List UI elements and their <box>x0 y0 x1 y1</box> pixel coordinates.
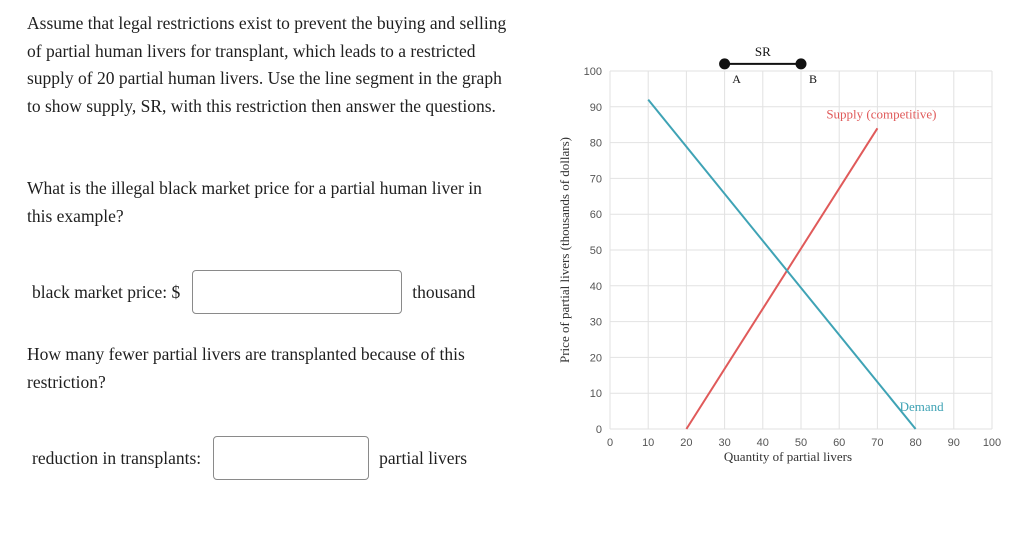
point-label-a: A <box>732 72 741 86</box>
black-market-price-label: black market price: $ <box>32 281 181 302</box>
y-tick-label: 0 <box>596 424 602 436</box>
y-axis-label: Price of partial livers (thousands of do… <box>557 137 572 363</box>
y-tick-label: 30 <box>590 317 602 329</box>
reduction-input[interactable] <box>213 436 370 480</box>
black-market-price-input[interactable] <box>192 270 403 314</box>
reduction-row: reduction in transplants: partial livers <box>32 436 467 480</box>
y-tick-label: 100 <box>584 66 602 78</box>
demand-line <box>647 99 917 430</box>
x-tick-label: 30 <box>718 437 730 449</box>
sr-handle-b[interactable] <box>795 58 807 70</box>
sr-handle-a[interactable] <box>719 58 731 70</box>
reduction-unit: partial livers <box>379 447 468 468</box>
sr-label: SR <box>755 44 771 59</box>
y-tick-label: 80 <box>590 138 602 150</box>
y-tick-label: 90 <box>590 102 602 114</box>
black-market-price-row: black market price: $ thousand <box>32 270 475 314</box>
y-tick-label: 50 <box>590 245 602 257</box>
supply-line <box>685 127 879 430</box>
demand-label: Demand <box>900 399 945 414</box>
y-tick-label: 60 <box>590 209 602 221</box>
y-tick-label: 70 <box>590 173 602 185</box>
reduction-label: reduction in transplants: <box>32 447 202 468</box>
y-tick-label: 40 <box>590 281 602 293</box>
black-market-price-unit: thousand <box>412 281 476 302</box>
x-tick-label: 80 <box>909 437 921 449</box>
point-label-b: B <box>809 72 817 86</box>
question-black-market-price: What is the illegal black market price f… <box>27 178 482 226</box>
y-tick-label: 10 <box>590 388 602 400</box>
supply-label: Supply (competitive) <box>826 106 936 121</box>
x-tick-label: 50 <box>795 437 807 449</box>
x-tick-label: 20 <box>680 437 692 449</box>
x-tick-label: 90 <box>948 437 960 449</box>
x-tick-label: 40 <box>757 437 769 449</box>
question-intro: Assume that legal restrictions exist to … <box>27 13 507 116</box>
x-axis-label: Quantity of partial livers <box>724 449 852 464</box>
supply-demand-chart[interactable]: 0 10 20 30 40 50 60 70 80 90 100 0 10 20 30 40 50 60 70 80 9… <box>548 40 1018 480</box>
y-tick-label: 20 <box>590 352 602 364</box>
x-tick-label: 100 <box>983 437 1001 449</box>
x-tick-label: 10 <box>642 437 654 449</box>
x-tick-label: 60 <box>833 437 845 449</box>
x-tick-label: 0 <box>607 437 613 449</box>
question-reduction: How many fewer partial livers are transp… <box>27 344 465 392</box>
x-tick-label: 70 <box>871 437 883 449</box>
